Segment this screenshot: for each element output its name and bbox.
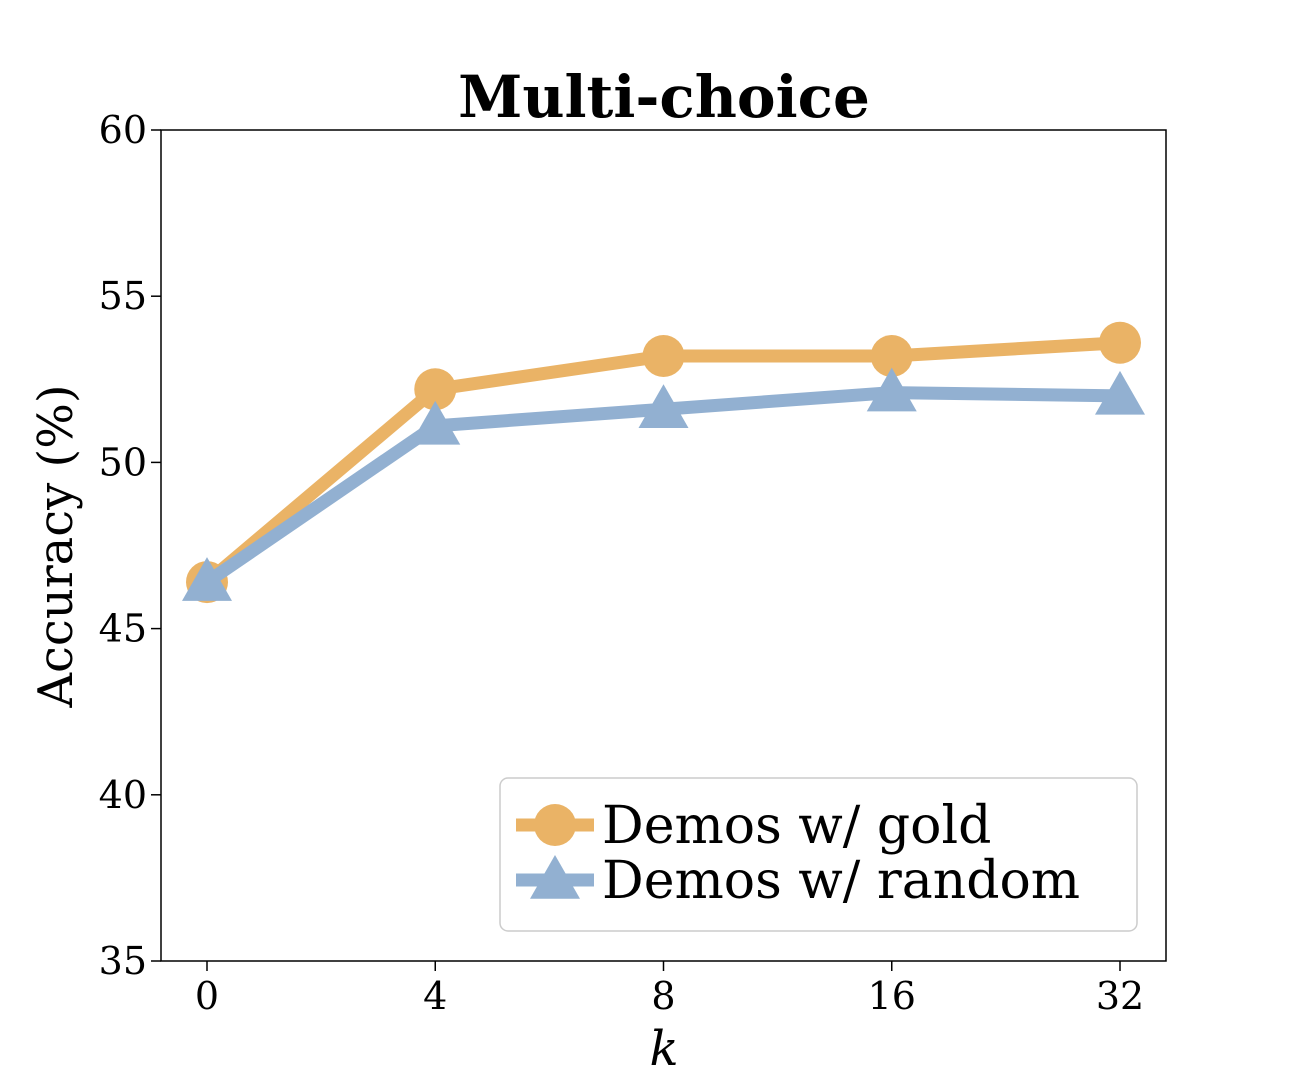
x-tick-label: 0 (195, 974, 219, 1018)
x-tick-label: 32 (1096, 974, 1144, 1018)
y-tick-label: 50 (99, 440, 147, 484)
data-point (642, 335, 685, 378)
legend-marker (534, 804, 576, 846)
legend-label: Demos w/ random (602, 851, 1080, 911)
series-random (182, 367, 1145, 601)
legend-marker (530, 855, 580, 899)
data-point (870, 335, 913, 378)
legend-label: Demos w/ gold (602, 796, 991, 856)
y-axis-label: Accuracy (%) (28, 384, 84, 708)
x-tick-label: 4 (423, 974, 447, 1018)
chart-title: Multi-choice (458, 63, 870, 131)
y-tick-label: 55 (99, 274, 147, 318)
y-tick-label: 45 (99, 607, 147, 651)
data-point (1095, 370, 1145, 415)
y-axis-ticks: 35 40 45 50 55 60 (99, 108, 161, 983)
legend-item: Demos w/ random (516, 851, 1080, 911)
x-axis-ticks: 0 4 8 16 32 (195, 961, 1144, 1018)
data-point (1099, 321, 1141, 364)
x-tick-label: 8 (651, 974, 675, 1018)
x-axis-label: k (649, 1021, 678, 1077)
data-point (866, 367, 917, 412)
data-point (414, 368, 457, 411)
series-line (200, 336, 1127, 589)
series-layer (182, 321, 1145, 604)
legend-item: Demos w/ gold (516, 796, 991, 856)
data-point (638, 384, 689, 428)
data-point (182, 557, 232, 601)
y-tick-label: 60 (99, 108, 147, 152)
x-tick-label: 16 (868, 974, 916, 1018)
y-tick-label: 40 (99, 773, 147, 817)
plot-frame (160, 129, 1167, 962)
y-tick-label: 35 (99, 939, 147, 983)
series-gold (186, 321, 1141, 604)
data-point (410, 400, 461, 445)
legend-box (499, 777, 1138, 932)
